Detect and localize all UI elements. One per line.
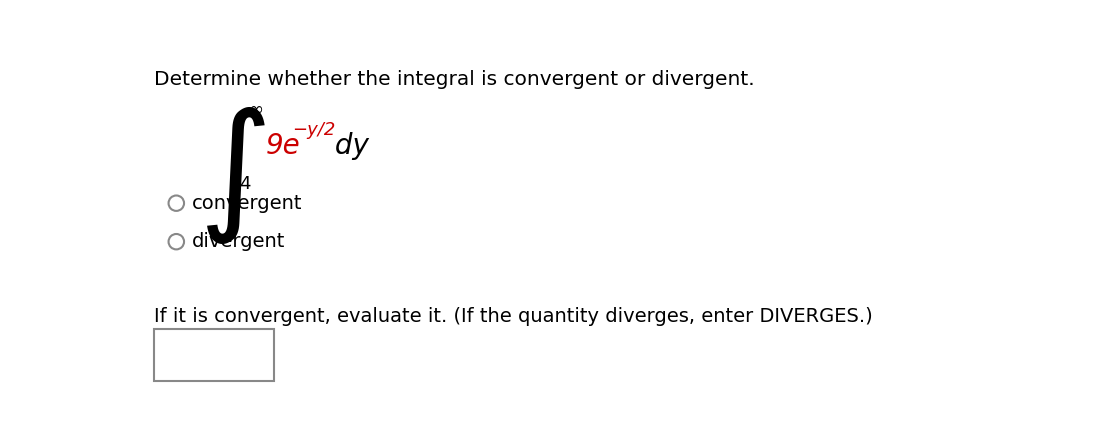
Text: ∞: ∞ <box>248 101 263 119</box>
Text: divergent: divergent <box>191 232 285 251</box>
Text: dy: dy <box>326 132 369 160</box>
Text: convergent: convergent <box>191 194 302 213</box>
Bar <box>153 329 274 381</box>
Text: 9e: 9e <box>265 132 300 160</box>
Text: −y/2: −y/2 <box>292 121 336 139</box>
Text: If it is convergent, evaluate it. (If the quantity diverges, enter DIVERGES.): If it is convergent, evaluate it. (If th… <box>153 307 873 326</box>
Text: Determine whether the integral is convergent or divergent.: Determine whether the integral is conver… <box>153 70 754 89</box>
Text: $\int$: $\int$ <box>198 105 265 247</box>
Text: 4: 4 <box>239 175 251 193</box>
